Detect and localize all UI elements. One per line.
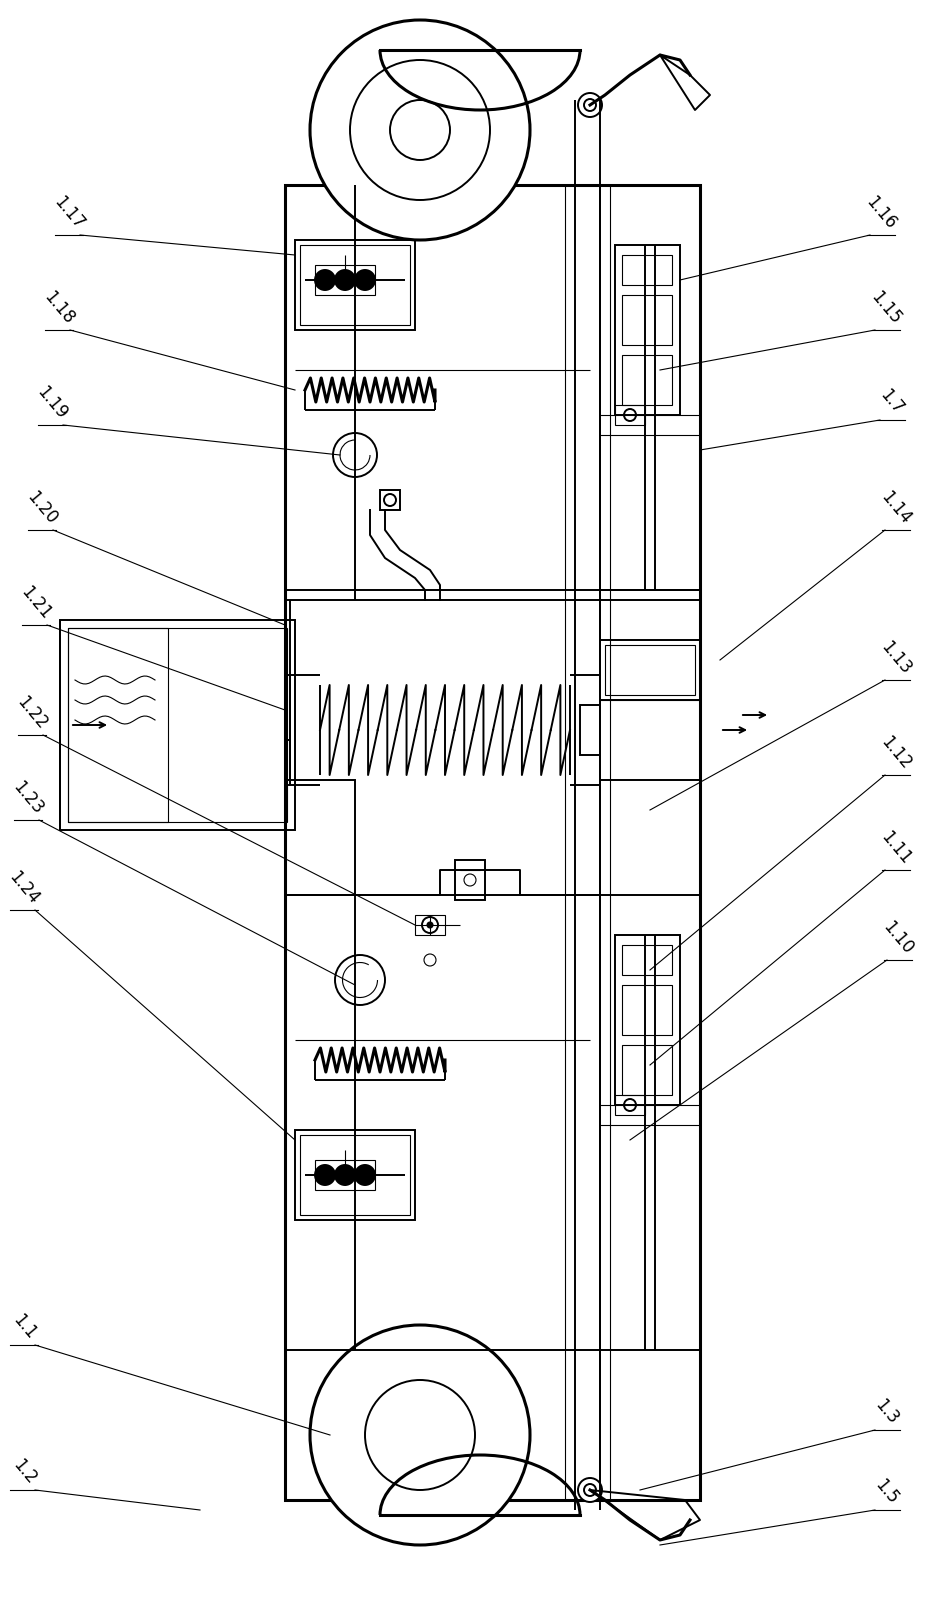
Text: 1.10: 1.10 xyxy=(879,918,917,958)
Text: 1.18: 1.18 xyxy=(40,288,78,328)
Circle shape xyxy=(584,1483,596,1496)
Circle shape xyxy=(310,1326,530,1544)
Circle shape xyxy=(422,918,438,934)
Text: 1.14: 1.14 xyxy=(877,489,915,529)
Text: 1.22: 1.22 xyxy=(13,693,51,733)
Bar xyxy=(615,405,645,424)
Circle shape xyxy=(365,1380,475,1490)
Circle shape xyxy=(424,955,436,966)
Text: 1.7: 1.7 xyxy=(876,386,907,418)
Circle shape xyxy=(584,100,596,111)
Bar xyxy=(60,620,295,829)
Circle shape xyxy=(390,100,450,161)
Circle shape xyxy=(310,19,530,239)
Bar xyxy=(622,256,672,284)
Bar xyxy=(315,1160,375,1191)
Text: 1.3: 1.3 xyxy=(870,1396,901,1429)
Bar xyxy=(622,296,672,346)
Bar xyxy=(300,244,410,325)
Circle shape xyxy=(355,1165,375,1184)
Circle shape xyxy=(384,493,396,506)
Bar xyxy=(622,1045,672,1094)
Circle shape xyxy=(427,922,433,927)
Circle shape xyxy=(578,1478,602,1503)
Bar xyxy=(415,914,445,935)
Text: 1.19: 1.19 xyxy=(33,382,70,423)
Circle shape xyxy=(315,270,335,289)
Text: 1.5: 1.5 xyxy=(870,1477,901,1507)
Text: 1.11: 1.11 xyxy=(877,828,915,868)
Bar xyxy=(68,628,287,823)
Text: 1.17: 1.17 xyxy=(50,193,88,233)
Bar xyxy=(295,1130,415,1220)
Text: 1.1: 1.1 xyxy=(8,1311,40,1343)
Bar xyxy=(68,628,168,823)
Text: 1.12: 1.12 xyxy=(877,733,915,773)
Circle shape xyxy=(335,1165,355,1184)
Text: 1.20: 1.20 xyxy=(23,489,61,529)
Text: 1.13: 1.13 xyxy=(877,638,915,678)
Text: 1.2: 1.2 xyxy=(8,1456,40,1488)
Bar xyxy=(295,239,415,329)
Text: 1.21: 1.21 xyxy=(18,583,55,624)
Text: 1.23: 1.23 xyxy=(9,778,47,818)
Bar xyxy=(605,644,695,694)
Bar xyxy=(622,945,672,975)
Text: 1.15: 1.15 xyxy=(868,288,905,328)
Bar xyxy=(600,640,700,701)
Bar xyxy=(615,244,680,415)
Circle shape xyxy=(355,270,375,289)
Bar xyxy=(380,490,400,509)
Circle shape xyxy=(350,59,490,199)
Bar xyxy=(580,705,600,755)
Bar xyxy=(615,1094,645,1115)
Bar xyxy=(300,1135,410,1215)
Bar xyxy=(600,185,700,1499)
Bar xyxy=(315,265,375,296)
Circle shape xyxy=(578,93,602,117)
Text: 1.24: 1.24 xyxy=(6,868,43,908)
Bar xyxy=(285,185,700,1499)
Circle shape xyxy=(315,1165,335,1184)
Bar xyxy=(622,355,672,405)
Bar xyxy=(455,860,485,900)
Bar xyxy=(622,985,672,1035)
Circle shape xyxy=(335,955,385,1004)
Circle shape xyxy=(335,270,355,289)
Text: 1.16: 1.16 xyxy=(862,193,900,233)
Bar xyxy=(615,935,680,1106)
Circle shape xyxy=(333,432,377,477)
